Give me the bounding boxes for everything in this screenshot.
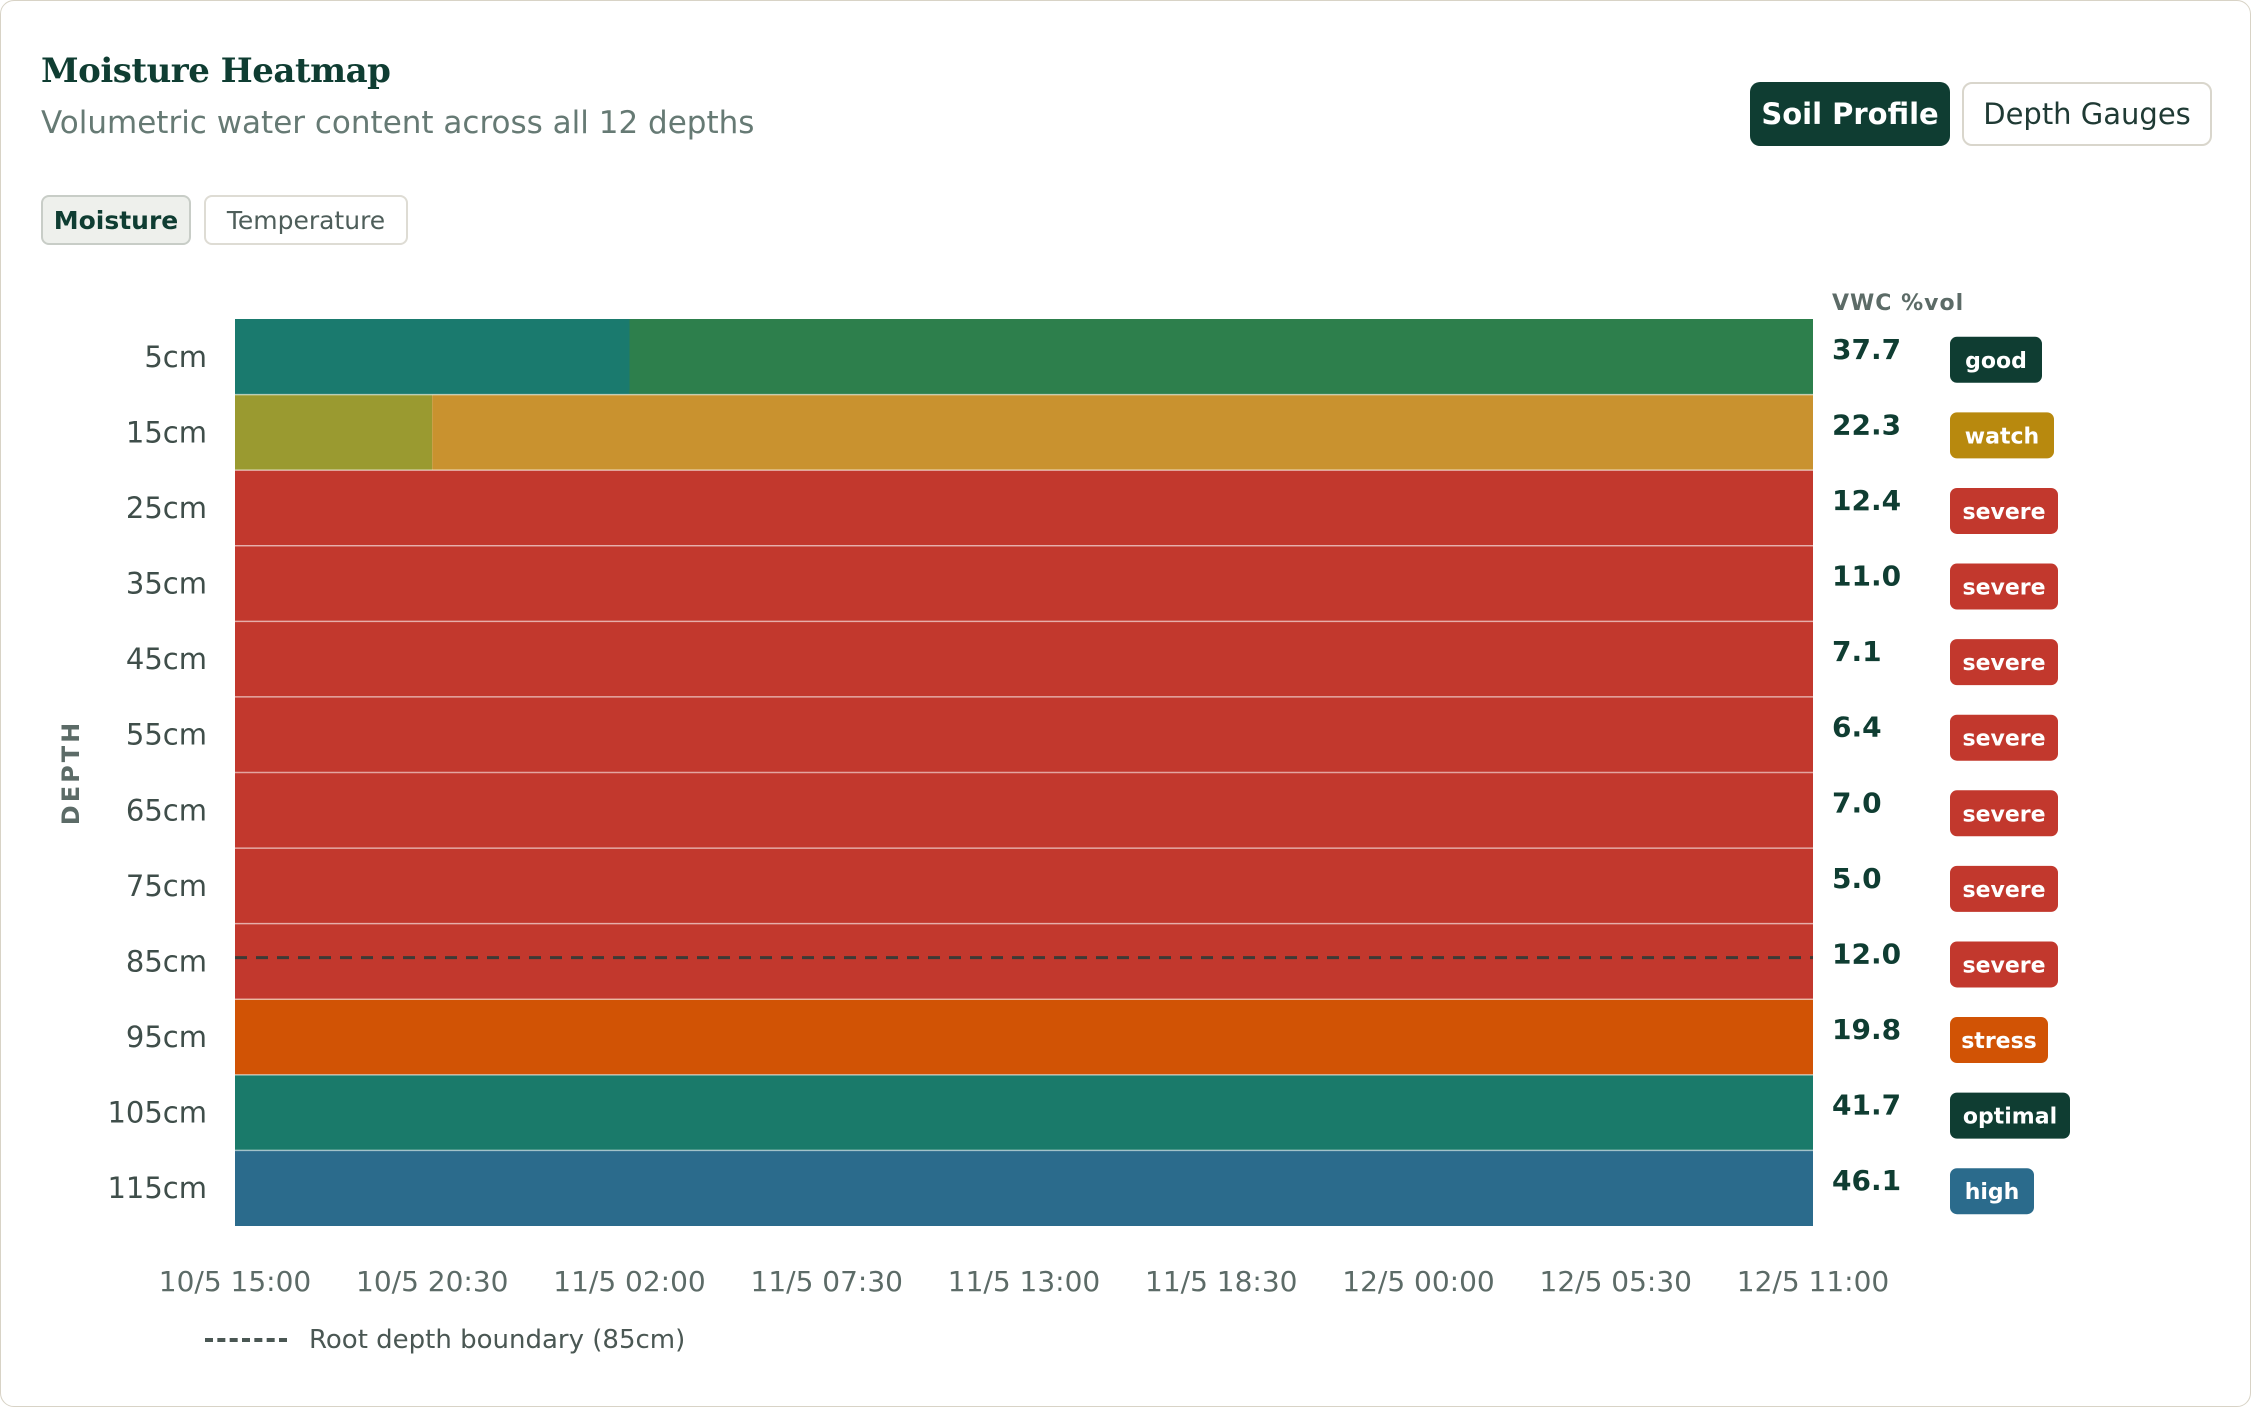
status-badge: [1950, 1092, 2070, 1139]
status-badge-label: good: [1965, 349, 2027, 374]
status-badge: [1950, 563, 2058, 610]
x-tick-label: 11/5 07:30: [751, 1265, 903, 1298]
x-tick-label: 12/5 00:00: [1342, 1265, 1494, 1298]
vwc-value: 11.0: [1832, 560, 1901, 593]
status-badge: [1950, 714, 2058, 761]
heat-cell: [235, 923, 1813, 1000]
status-badge: [1950, 487, 2058, 534]
vwc-value: 41.7: [1832, 1089, 1901, 1122]
status-badge: [1950, 941, 2058, 988]
status-badge: [1950, 1168, 2034, 1215]
status-badge-label: severe: [1962, 802, 2045, 827]
heat-cell: [235, 545, 1813, 622]
heat-cell: [235, 1074, 1813, 1151]
vwc-value: 5.0: [1832, 862, 1882, 895]
status-badge-label: high: [1965, 1180, 2020, 1205]
root-depth-legend: Root depth boundary (85cm): [205, 1325, 685, 1355]
value-column-header: VWC %vol: [1832, 291, 1964, 316]
depth-label: 15cm: [126, 415, 207, 449]
depth-label: 105cm: [107, 1096, 207, 1130]
depth-label: 115cm: [107, 1171, 207, 1205]
heat-cell: [629, 319, 1813, 395]
status-badge-label: stress: [1961, 1029, 2037, 1054]
heat-cell: [235, 319, 630, 395]
dashed-line-icon: [205, 1338, 287, 1342]
x-tick-label: 12/5 11:00: [1737, 1265, 1889, 1298]
status-badge-label: watch: [1965, 424, 2039, 449]
moisture-tab[interactable]: Moisture: [41, 195, 191, 245]
heat-cell: [235, 1150, 1813, 1226]
vwc-value: 12.0: [1832, 937, 1901, 970]
depth-label: 5cm: [144, 340, 207, 374]
x-tick-label: 11/5 18:30: [1145, 1265, 1297, 1298]
vwc-value: 46.1: [1832, 1164, 1901, 1197]
status-badge: [1950, 412, 2054, 459]
depth-label: 35cm: [126, 567, 207, 601]
status-badge: [1950, 336, 2042, 383]
depth-label: 95cm: [126, 1020, 207, 1054]
y-axis-label: DEPTH: [57, 720, 85, 825]
heat-cell: [235, 999, 1813, 1075]
vwc-value: 6.4: [1832, 711, 1882, 744]
status-badge: [1950, 790, 2058, 837]
heat-cell: [235, 470, 1813, 546]
root-depth-legend-label: Root depth boundary (85cm): [309, 1325, 686, 1355]
depth-label: 85cm: [126, 944, 207, 978]
vwc-value: 19.8: [1832, 1013, 1901, 1046]
heat-cell: [235, 394, 433, 471]
x-tick-label: 10/5 15:00: [159, 1265, 311, 1298]
heat-cell: [432, 394, 1813, 471]
heat-cell: [235, 621, 1813, 697]
x-tick-label: 11/5 13:00: [948, 1265, 1100, 1298]
depth-label: 25cm: [126, 491, 207, 525]
status-badge-label: severe: [1962, 727, 2045, 752]
heat-cell: [235, 772, 1813, 849]
depth-label: 65cm: [126, 793, 207, 827]
chart-title: Moisture Heatmap: [41, 51, 391, 91]
heat-cell: [235, 696, 1813, 773]
status-badge-label: severe: [1962, 576, 2045, 601]
status-badge: [1950, 865, 2058, 912]
chart-subtitle: Volumetric water content across all 12 d…: [41, 105, 755, 141]
vwc-value: 37.7: [1832, 333, 1901, 366]
vwc-value: 7.1: [1832, 635, 1882, 668]
status-badge-label: severe: [1962, 651, 2045, 676]
vwc-value: 22.3: [1832, 408, 1901, 441]
depth-label: 55cm: [126, 718, 207, 752]
soil-profile-button[interactable]: Soil Profile: [1750, 82, 1950, 146]
vwc-value: 12.4: [1832, 484, 1901, 517]
temperature-tab[interactable]: Temperature: [204, 195, 408, 245]
status-badge-label: optimal: [1963, 1105, 2057, 1130]
depth-gauges-button[interactable]: Depth Gauges: [1962, 82, 2212, 146]
status-badge-label: severe: [1962, 500, 2045, 525]
vwc-value: 7.0: [1832, 786, 1882, 819]
status-badge-label: severe: [1962, 878, 2045, 903]
depth-label: 45cm: [126, 642, 207, 676]
x-tick-label: 11/5 02:00: [553, 1265, 705, 1298]
status-badge: [1950, 1017, 2048, 1064]
status-badge: [1950, 639, 2058, 686]
x-tick-label: 10/5 20:30: [356, 1265, 508, 1298]
x-tick-label: 12/5 05:30: [1540, 1265, 1692, 1298]
status-badge-label: severe: [1962, 953, 2045, 978]
depth-label: 75cm: [126, 869, 207, 903]
heat-cell: [235, 848, 1813, 924]
